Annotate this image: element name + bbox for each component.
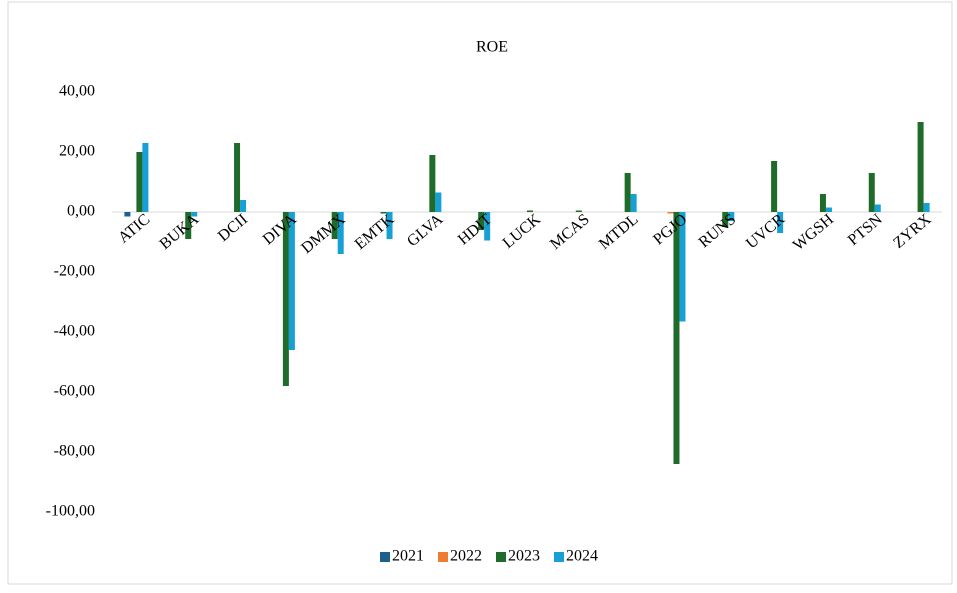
- bar: [142, 143, 149, 212]
- bar: [478, 212, 485, 230]
- bar: [380, 212, 387, 214]
- legend-label: 2021: [392, 548, 424, 565]
- bar: [630, 194, 637, 212]
- bar: [234, 143, 241, 212]
- bar: [435, 192, 442, 212]
- bar: [624, 173, 631, 212]
- legend-swatch: [438, 552, 448, 562]
- legend-label: 2024: [566, 548, 598, 565]
- bar: [923, 203, 930, 212]
- bar: [679, 212, 686, 322]
- bar: [240, 200, 247, 212]
- bar: [288, 212, 295, 350]
- legend-swatch: [380, 552, 390, 562]
- legend-swatch: [554, 552, 564, 562]
- bar: [527, 210, 533, 212]
- bar: [868, 173, 875, 212]
- bar: [136, 152, 143, 212]
- bar: [819, 194, 826, 212]
- chart-border: [7, 1, 953, 585]
- bar: [825, 207, 832, 212]
- bar: [777, 212, 784, 233]
- y-tick-label: 20,00: [59, 143, 95, 160]
- legend-label: 2022: [450, 548, 482, 565]
- bar: [917, 122, 924, 212]
- legend-label: 2023: [508, 548, 540, 565]
- y-tick-label: -100,00: [46, 503, 95, 520]
- y-tick-label: 40,00: [59, 83, 95, 100]
- bar: [673, 212, 680, 464]
- bar: [429, 155, 436, 212]
- bar: [874, 204, 881, 212]
- legend-swatch: [496, 552, 506, 562]
- bar: [185, 212, 192, 239]
- bar: [667, 212, 674, 214]
- bar: [331, 212, 338, 239]
- bar: [386, 212, 393, 239]
- y-tick-label: -40,00: [54, 323, 95, 340]
- bar: [191, 212, 198, 217]
- y-tick-label: -20,00: [54, 263, 95, 280]
- bar: [728, 212, 735, 221]
- y-tick-label: -60,00: [54, 383, 95, 400]
- y-tick-label: -80,00: [54, 443, 95, 460]
- bar: [722, 212, 729, 227]
- bar: [575, 210, 582, 212]
- bar: [771, 161, 778, 212]
- bar: [337, 212, 344, 254]
- bar: [282, 212, 289, 386]
- chart-title: ROE: [476, 39, 508, 56]
- bar: [124, 212, 131, 217]
- bar: [484, 212, 491, 241]
- y-tick-label: 0,00: [67, 203, 95, 220]
